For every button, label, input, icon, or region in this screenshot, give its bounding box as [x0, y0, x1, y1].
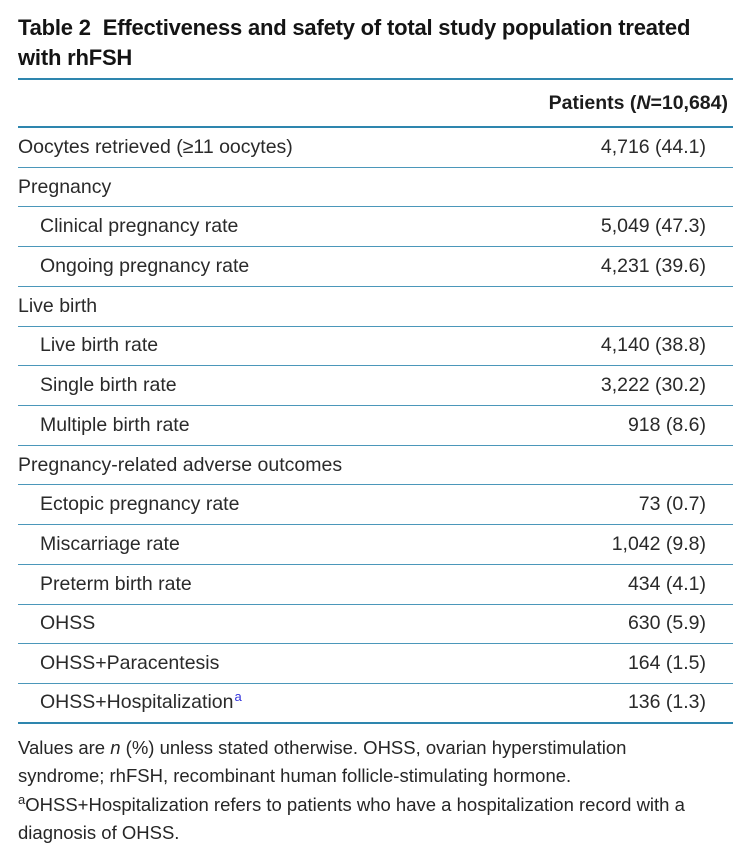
row-value: 630 (5.9): [627, 612, 706, 635]
footnote-general-text-end: (%) unless stated otherwise. OHSS, ovari…: [18, 736, 627, 787]
table-row: Live birth rate 4,140 (38.8): [18, 327, 733, 367]
footnote-general: Values are n (%) unless stated otherwise…: [18, 734, 710, 791]
table-row: Preterm birth rate 434 (4.1): [18, 565, 733, 605]
row-label: Preterm birth rate: [18, 573, 192, 596]
table-column-header-row: Patients (N=10,684): [18, 78, 733, 128]
footnote-a-marker: a: [18, 791, 26, 807]
row-value: 136 (1.3): [627, 691, 706, 714]
table-row: Multiple birth rate 918 (8.6): [18, 406, 733, 446]
table-title: Table 2 Effectiveness and safety of total…: [18, 13, 733, 73]
row-value: 4,231 (39.6): [600, 255, 706, 278]
row-value: 4,716 (44.1): [600, 135, 706, 158]
row-label-text: Ectopic pregnancy rate: [40, 493, 240, 516]
table-row: OHSS+Paracentesis 164 (1.5): [18, 644, 733, 685]
row-label: Ectopic pregnancy rate: [18, 493, 239, 516]
patients-n-italic: N: [636, 91, 651, 114]
row-label: Clinical pregnancy rate: [18, 215, 238, 238]
row-label: OHSS+Paracentesis: [18, 652, 219, 675]
row-label-text: OHSS+Hospitalization: [40, 691, 234, 714]
table-body: Oocytes retrieved (≥11 oocytes) 4,716 (4…: [18, 128, 733, 724]
table-row: Single birth rate 3,222 (30.2): [18, 366, 733, 407]
footnote-n-italic: n: [110, 736, 121, 758]
row-label: OHSS: [18, 612, 95, 635]
row-label-text: Oocytes retrieved (≥11 oocytes): [18, 135, 293, 158]
row-label: Ongoing pregnancy rate: [18, 255, 249, 278]
row-label: Pregnancy-related adverse outcomes: [18, 454, 342, 477]
table-row: Miscarriage rate 1,042 (9.8): [18, 525, 733, 565]
row-value: 4,140 (38.8): [600, 334, 706, 357]
table-row: Ongoing pregnancy rate 4,231 (39.6): [18, 247, 733, 287]
row-label: Live birth: [18, 295, 97, 318]
row-label-text: Pregnancy: [18, 175, 112, 198]
footnote-a-text: OHSS+Hospitalization refers to patients …: [18, 793, 685, 844]
footnote-a: aOHSS+Hospitalization refers to patients…: [18, 791, 710, 848]
row-label-text: Single birth rate: [40, 374, 177, 397]
row-label-text: Preterm birth rate: [40, 572, 192, 595]
row-label: OHSS+Hospitalizationa: [18, 689, 242, 714]
row-value: 5,049 (47.3): [600, 215, 706, 238]
table-row: Live birth: [18, 287, 733, 327]
row-label-text: Pregnancy-related adverse outcomes: [18, 453, 343, 476]
row-label: Miscarriage rate: [18, 533, 180, 556]
row-label: Pregnancy: [18, 176, 111, 199]
footnote-general-text-start: Values are: [18, 736, 111, 758]
row-label-text: Multiple birth rate: [40, 413, 190, 436]
row-label-text: OHSS+Paracentesis: [40, 652, 220, 675]
row-label-text: Miscarriage rate: [40, 533, 180, 556]
row-label: Oocytes retrieved (≥11 oocytes): [18, 136, 293, 159]
row-label: Live birth rate: [18, 334, 158, 357]
row-value: 3,222 (30.2): [600, 374, 706, 397]
row-label: Multiple birth rate: [18, 414, 190, 437]
row-value: 918 (8.6): [627, 413, 706, 436]
footnote-a-link[interactable]: a: [234, 689, 242, 705]
row-value: 1,042 (9.8): [611, 533, 706, 556]
patients-header-count: =10,684): [650, 91, 728, 114]
table-row: Pregnancy-related adverse outcomes: [18, 446, 733, 486]
row-label-text: Ongoing pregnancy rate: [40, 255, 250, 278]
row-value: 434 (4.1): [627, 572, 706, 595]
row-label-text: Live birth: [18, 294, 98, 317]
table-number: Table 2: [18, 15, 91, 40]
patients-header-prefix: Patients (: [548, 91, 637, 114]
table-footnotes: Values are n (%) unless stated otherwise…: [18, 724, 710, 848]
row-label-text: OHSS: [40, 612, 96, 635]
table-row: Pregnancy: [18, 168, 733, 208]
table-row: OHSS 630 (5.9): [18, 605, 733, 645]
table-row: Clinical pregnancy rate 5,049 (47.3): [18, 207, 733, 248]
table-caption: Effectiveness and safety of total study …: [18, 15, 691, 70]
table-row: OHSS+Hospitalizationa 136 (1.3): [18, 684, 733, 724]
row-label: Single birth rate: [18, 374, 177, 397]
row-label-text: Live birth rate: [40, 334, 159, 357]
table-row: Ectopic pregnancy rate 73 (0.7): [18, 485, 733, 526]
row-value: 73 (0.7): [638, 493, 706, 516]
patients-column-header: Patients (N=10,684): [549, 92, 728, 115]
table-row: Oocytes retrieved (≥11 oocytes) 4,716 (4…: [18, 128, 733, 168]
row-value: 164 (1.5): [627, 652, 706, 675]
row-label-text: Clinical pregnancy rate: [40, 215, 239, 238]
